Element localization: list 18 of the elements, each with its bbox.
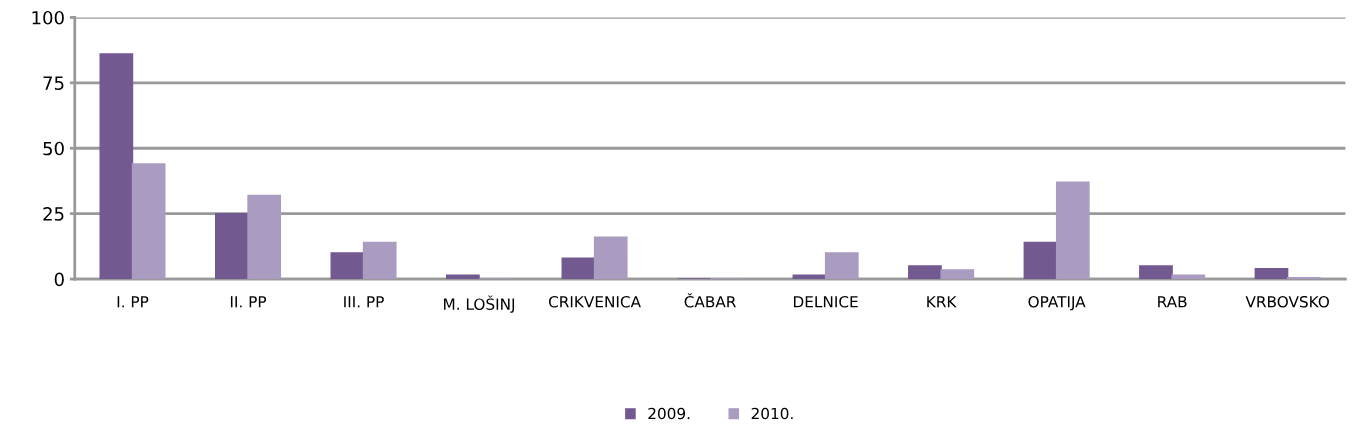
y-tick-label: 0 xyxy=(54,272,64,287)
x-tick-label: KRK xyxy=(927,296,957,308)
y-tick-label: 75 xyxy=(43,76,64,90)
x-tick-label: III. PP xyxy=(344,296,384,308)
x-tick-label: OPATIJA xyxy=(1028,295,1086,311)
legend-label: 2009. xyxy=(648,407,690,420)
x-tick-label: II. PP xyxy=(230,296,267,308)
x-tick-label: VRBOVSKO xyxy=(1245,295,1329,308)
x-tick-label: CRIKVENICA xyxy=(548,295,641,308)
x-tick-label: DELNICE xyxy=(794,295,858,308)
legend-label: 2010. xyxy=(751,407,793,420)
x-tick-label: ČABAR xyxy=(684,293,736,308)
y-tick-label: 25 xyxy=(43,207,64,221)
x-tick-label: I. PP xyxy=(117,296,149,308)
y-tick-label: 100 xyxy=(32,10,64,25)
x-tick-label: RAB xyxy=(1158,296,1187,308)
y-tick-label: 50 xyxy=(43,141,64,156)
x-tick-label: M. LOŠINJ xyxy=(444,295,515,313)
